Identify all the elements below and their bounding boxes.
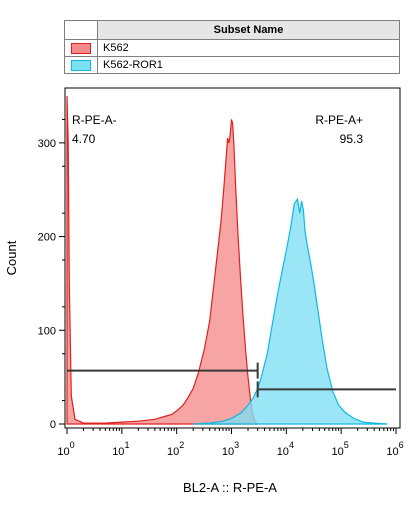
x-tick-label: 101 xyxy=(112,440,129,458)
y-tick-label: 200 xyxy=(38,232,56,244)
x-axis-label: BL2-A :: R-PE-A xyxy=(183,480,277,495)
series-layer xyxy=(66,95,388,425)
legend-swatch-k562 xyxy=(71,42,91,54)
gate-name-label: R-PE-A- xyxy=(72,113,117,127)
legend-label-k562-ror1: K562-ROR1 xyxy=(97,56,400,74)
gate-percent-label: 4.70 xyxy=(72,132,96,146)
gate-percent-label: 95.3 xyxy=(340,132,364,146)
gate-name-label: R-PE-A+ xyxy=(315,113,363,127)
legend-table: Subset Name K562 K562-ROR1 xyxy=(64,20,400,74)
series-area-k562-ror1 xyxy=(193,197,388,425)
legend-header-blank-cell xyxy=(64,20,98,40)
x-tick-label: 105 xyxy=(332,440,349,458)
legend-row: K562-ROR1 xyxy=(64,56,400,74)
legend-header: Subset Name xyxy=(97,20,400,40)
legend-swatch-cell xyxy=(64,56,98,74)
y-tick-label: 300 xyxy=(38,138,56,150)
y-tick-label: 100 xyxy=(38,325,56,337)
x-tick-label: 103 xyxy=(222,440,239,458)
x-tick-label: 106 xyxy=(386,440,403,458)
gate-layer: R-PE-A- 4.70 R-PE-A+ 95.3 xyxy=(67,113,396,398)
legend-header-row: Subset Name xyxy=(64,20,400,40)
series-area-k562 xyxy=(66,95,259,425)
y-axis-label: Count xyxy=(4,240,19,275)
y-tick-label: 0 xyxy=(50,419,56,431)
x-tick-label: 100 xyxy=(57,440,74,458)
x-tick-label: 102 xyxy=(167,440,184,458)
legend-swatch-k562-ror1 xyxy=(71,59,91,71)
x-tick-label: 104 xyxy=(277,440,294,458)
